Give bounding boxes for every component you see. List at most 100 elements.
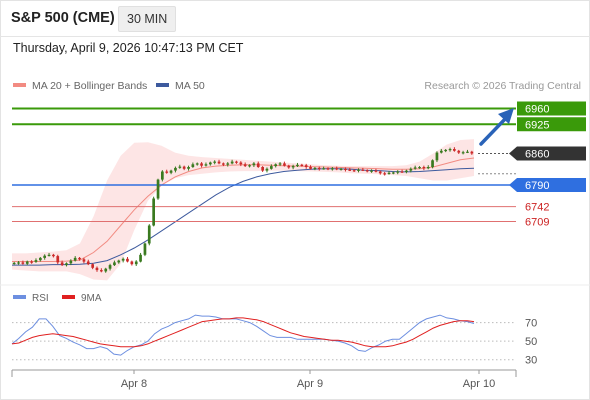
candle-body <box>56 256 60 263</box>
candle-body <box>147 225 151 244</box>
candle-body <box>270 166 273 169</box>
forecast-arrow-head <box>498 108 514 124</box>
top-bar: S&P 500 (CME) 30 MIN <box>0 0 590 37</box>
candle-body <box>226 163 230 165</box>
credit-text: Research © 2026 Trading Central <box>424 80 581 92</box>
candle-body <box>457 150 461 153</box>
support-tag <box>509 178 586 192</box>
candle-body <box>47 254 51 256</box>
candle-body <box>52 254 55 257</box>
candle-body <box>291 166 295 168</box>
candle-body <box>352 170 356 172</box>
forecast-arrow-shaft <box>479 115 509 146</box>
candle-body <box>195 163 199 165</box>
timestamp: Thursday, April 9, 2026 10:47:13 PM CET <box>13 41 244 55</box>
candle-body <box>300 164 304 166</box>
candle-body <box>435 152 439 161</box>
x-tick-label: Apr 9 <box>297 378 323 390</box>
legend-rsi-label: RSI <box>32 293 49 304</box>
candle-body <box>143 243 147 255</box>
candle-body <box>30 261 33 263</box>
candle-body <box>156 179 160 199</box>
candle-body <box>213 161 216 163</box>
candle-body <box>326 168 330 170</box>
candle-body <box>317 167 321 170</box>
candle-body <box>78 257 81 260</box>
candle-body <box>387 172 391 174</box>
legend-rsi: RSI <box>13 293 49 304</box>
last-price-tag <box>509 146 586 161</box>
candle-body <box>252 163 256 166</box>
last-price-label: 6860 <box>525 149 549 161</box>
legend-bollinger: MA 20 + Bollinger Bands <box>13 80 147 92</box>
candle-body <box>82 259 86 262</box>
candle-body <box>261 167 264 171</box>
candle-body <box>392 172 395 174</box>
bollinger-swatch <box>13 83 26 88</box>
candle-body <box>335 168 339 170</box>
candle-body <box>65 263 68 266</box>
candle-body <box>470 151 474 154</box>
candle-body <box>431 160 434 168</box>
candle-body <box>209 162 212 165</box>
candle-body <box>322 168 325 170</box>
candle-body <box>178 166 182 168</box>
resistance-label: 6925 <box>525 119 549 131</box>
candle-body <box>357 169 360 171</box>
candle-body <box>239 162 243 165</box>
symbol-title: S&P 500 (CME) <box>11 10 115 26</box>
rsi-9ma-line <box>11 317 475 348</box>
candle-body <box>161 171 164 180</box>
candle-body <box>409 168 413 171</box>
candle-body <box>339 168 343 170</box>
candle-body <box>248 165 251 167</box>
ma20-line <box>12 157 475 262</box>
candle-body <box>313 167 317 170</box>
candle-body <box>12 262 16 265</box>
candle-body <box>86 261 90 265</box>
candle-body <box>374 170 378 172</box>
candle-body <box>34 260 38 262</box>
candle-body <box>121 258 125 261</box>
ma50-swatch <box>156 83 169 88</box>
candle-body <box>39 257 42 261</box>
candle-body <box>126 258 129 262</box>
legend-ma50-label: MA 50 <box>175 80 205 92</box>
candle-body <box>230 161 234 164</box>
candle-body <box>200 163 203 166</box>
candle-body <box>370 170 373 172</box>
candle-body <box>361 169 365 171</box>
candle-body <box>466 151 469 153</box>
candle-body <box>43 255 46 258</box>
candle-body <box>396 171 400 173</box>
x-tick-label: Apr 10 <box>463 378 495 390</box>
legend-9ma-label: 9MA <box>81 293 102 304</box>
candle-body <box>204 164 208 166</box>
candle-body <box>169 170 173 173</box>
legend-9ma: 9MA <box>62 293 102 304</box>
candle-body <box>418 167 421 169</box>
candle-body <box>287 165 291 168</box>
x-tick-label: Apr 8 <box>121 378 147 390</box>
candle-body <box>348 169 352 171</box>
candle-body <box>296 164 299 167</box>
candle-body <box>91 264 94 268</box>
candle-body <box>182 166 186 169</box>
candle-body <box>365 170 369 172</box>
candle-body <box>100 270 103 272</box>
timeframe-selector[interactable]: 30 MIN <box>118 6 177 32</box>
candle-body <box>461 152 465 154</box>
candle-body <box>165 171 169 173</box>
candle-body <box>222 163 225 165</box>
candle-body <box>217 161 221 164</box>
minor-level-label: 6742 <box>525 202 549 214</box>
rsi-swatch <box>13 295 26 300</box>
candle-body <box>73 257 77 261</box>
candle-body <box>383 173 386 175</box>
candle-body <box>453 149 456 151</box>
resistance-tag <box>517 101 586 116</box>
candle-body <box>440 150 443 153</box>
candle-body <box>444 149 447 152</box>
candle-body <box>60 262 64 266</box>
